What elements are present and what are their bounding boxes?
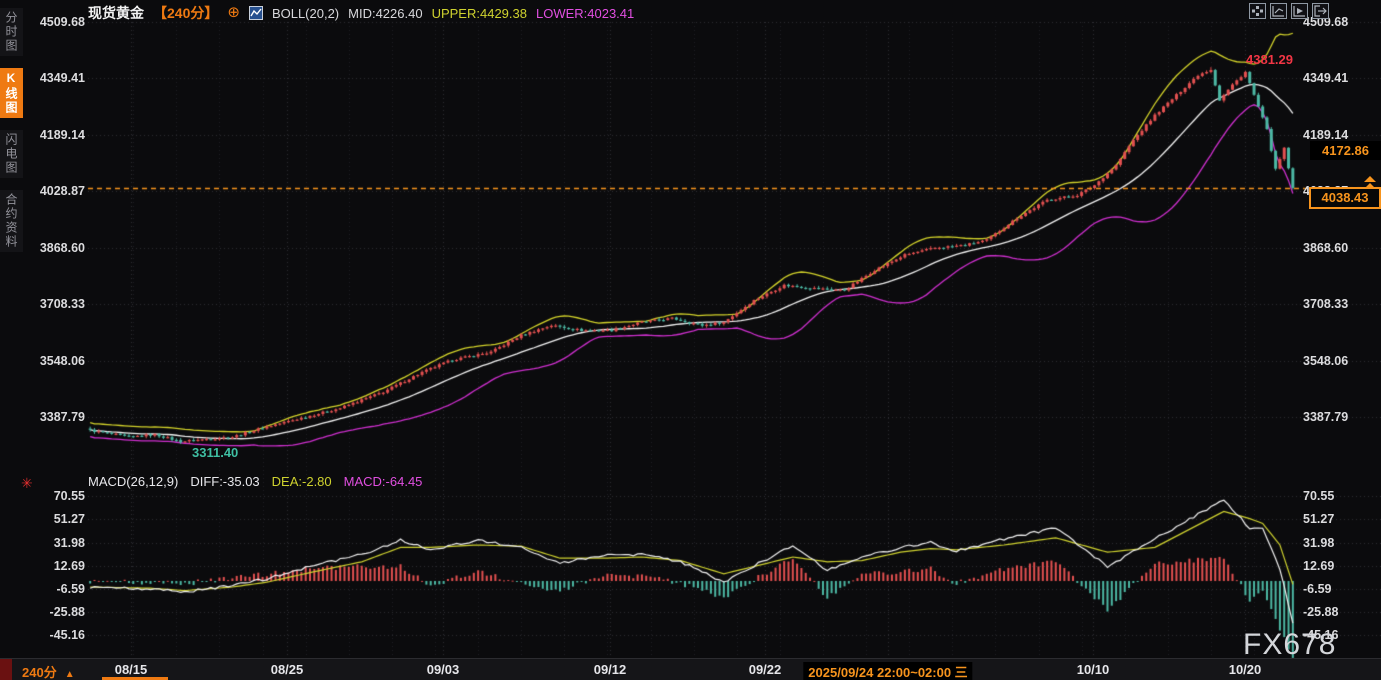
- macd-title: MACD(26,12,9): [88, 474, 179, 489]
- macd-dea-value: DEA:-2.80: [271, 474, 332, 489]
- date-label: 10/10: [1076, 662, 1110, 677]
- chart-header: 现货黄金 【240分】 ⊕ BOLL(20,2) MID:4226.40 UPP…: [88, 3, 634, 23]
- symbol-title: 现货黄金: [88, 5, 144, 21]
- last-price-tag: 4038.43: [1309, 187, 1381, 209]
- date-label: 09/22: [748, 662, 782, 677]
- macd-axis-label: 70.55: [53, 489, 85, 503]
- macd-axis-label: 31.98: [53, 536, 85, 550]
- date-label: 09/03: [426, 662, 460, 677]
- price-axis-label: 4189.14: [39, 128, 85, 142]
- price-alert-icon[interactable]: [1364, 176, 1378, 189]
- pan-left-icon[interactable]: [1270, 3, 1287, 19]
- macd-axis-label: -25.88: [49, 605, 85, 619]
- sidebar: 分时图 K线图 闪电图 合约资料: [0, 0, 23, 658]
- sidebar-item-kline[interactable]: K线图: [0, 68, 23, 118]
- price-axis-label: 4028.87: [39, 184, 85, 198]
- triangle-up-icon: ▲: [64, 669, 75, 680]
- macd-axis-label: -45.16: [49, 628, 85, 642]
- period-label: 【240分】: [153, 5, 219, 21]
- sidebar-item-flash[interactable]: 闪电图: [0, 130, 23, 178]
- macd-axis-label: 51.27: [53, 512, 85, 526]
- price-axis-label: 3387.79: [39, 410, 85, 424]
- macd-axis-label: -6.59: [56, 582, 86, 596]
- macd-header: MACD(26,12,9) DIFF:-35.03 DEA:-2.80 MACD…: [88, 474, 422, 489]
- price-axis-label: 3708.33: [1303, 297, 1349, 311]
- sidebar-item-contract-info[interactable]: 合约资料: [0, 190, 23, 252]
- macd-axis-label: 51.27: [1303, 512, 1335, 526]
- date-label: 10/20: [1228, 662, 1262, 677]
- price-axis-label: 3868.60: [1303, 241, 1349, 255]
- indicator-settings-icon[interactable]: ✳: [21, 475, 33, 491]
- axis-drag-handle[interactable]: [0, 659, 12, 680]
- price-axis-label: 4349.41: [39, 71, 85, 85]
- price-axis-label: 3708.33: [39, 297, 85, 311]
- macd-axis-label: -25.88: [1303, 605, 1339, 619]
- macd-axis-label: -6.59: [1303, 582, 1332, 596]
- price-axis-label: 3868.60: [39, 241, 85, 255]
- indicator-chart-icon[interactable]: [248, 6, 263, 20]
- date-label: 09/12: [593, 662, 627, 677]
- macd-axis-label: 12.69: [53, 559, 85, 573]
- date-label: 08/15: [114, 662, 148, 677]
- period-selector[interactable]: 240分 ▲: [22, 665, 75, 680]
- visible-range-underline: [102, 677, 168, 680]
- price-axis-label: 3548.06: [39, 354, 85, 368]
- boll-upper-value: UPPER:4429.38: [431, 5, 527, 21]
- macd-diff-value: DIFF:-35.03: [190, 474, 260, 489]
- low-price-marker: 3311.40: [192, 445, 239, 460]
- high-price-marker: 4381.29: [1246, 52, 1293, 67]
- fx678-watermark: FX678: [1243, 628, 1337, 661]
- price-axis-label: 4189.14: [1303, 128, 1349, 142]
- macd-axis-label: 31.98: [1303, 536, 1335, 550]
- crosshair-icon[interactable]: [1249, 3, 1266, 19]
- boll-indicator-label: BOLL(20,2): [271, 5, 340, 21]
- exit-right-icon[interactable]: [1312, 3, 1329, 19]
- chart-toolbar: [1249, 3, 1329, 19]
- macd-axis-label: 12.69: [1303, 559, 1335, 573]
- sidebar-item-timeline[interactable]: 分时图: [0, 8, 23, 56]
- price-axis-label: 3387.79: [1303, 410, 1349, 424]
- macd-axis-label: -45.16: [1303, 628, 1339, 642]
- price-axis-label: 4509.68: [39, 15, 85, 29]
- bottom-time-axis: 240分 ▲ 08/15 08/25 09/03 09/12 09/22 2025/09/2…: [0, 658, 1381, 680]
- price-axis-label: 4349.41: [1303, 71, 1349, 85]
- selected-candle-time-label: 2025/09/24 22:00~02:00 三: [803, 662, 973, 680]
- boll-mid-value: MID:4226.40: [348, 5, 423, 21]
- macd-axis-label: 70.55: [1303, 489, 1335, 503]
- date-label: 08/25: [270, 662, 304, 677]
- boll-lower-value: LOWER:4023.41: [535, 5, 635, 21]
- macd-hist-value: MACD:-64.45: [343, 474, 423, 489]
- circle-plus-icon[interactable]: ⊕: [227, 4, 240, 21]
- reference-price-tag: 4172.86: [1310, 141, 1381, 160]
- play-forward-icon[interactable]: [1291, 3, 1308, 19]
- price-axis-label: 3548.06: [1303, 354, 1349, 368]
